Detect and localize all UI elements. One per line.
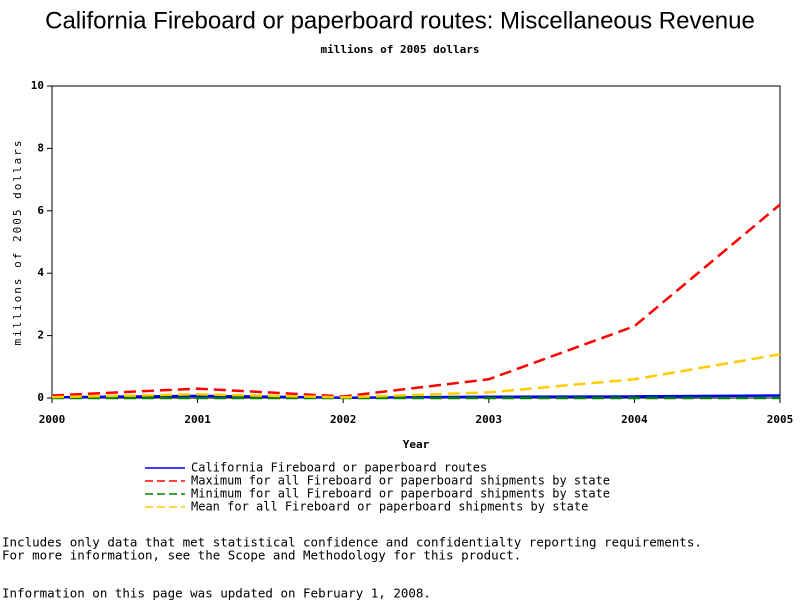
legend-label: Maximum for all Fireboard or paperboard … <box>191 474 610 488</box>
y-axis-label: millions of 2005 dollars <box>11 139 24 346</box>
x-axis-label: Year <box>403 438 430 451</box>
footnote: For more information, see the Scope and … <box>2 548 521 563</box>
legend-label: California Fireboard or paperboard route… <box>191 461 487 475</box>
series-line <box>51 203 781 398</box>
footnote: Information on this page was updated on … <box>2 586 431 600</box>
legend-label: Minimum for all Fireboard or paperboard … <box>191 487 610 501</box>
x-tick-label: 2004 <box>621 413 648 426</box>
series-line <box>51 353 781 399</box>
plot-frame <box>51 85 781 399</box>
y-tick-label: 10 <box>31 79 44 92</box>
footnote: Includes only data that met statistical … <box>2 535 702 550</box>
x-tick-label: 2002 <box>330 413 357 426</box>
y-tick-label: 4 <box>37 266 44 279</box>
y-tick-label: 2 <box>37 329 44 342</box>
x-tick-label: 2003 <box>476 413 503 426</box>
x-tick-label: 2005 <box>767 413 794 426</box>
chart-title: California Fireboard or paperboard route… <box>45 7 755 34</box>
legend-label: Mean for all Fireboard or paperboard shi… <box>191 500 588 514</box>
y-tick-label: 6 <box>37 204 44 217</box>
x-tick-label: 2000 <box>39 413 66 426</box>
x-tick-label: 2001 <box>184 413 211 426</box>
y-tick-label: 8 <box>37 141 44 154</box>
chart-subtitle: millions of 2005 dollars <box>321 43 480 56</box>
y-tick-label: 0 <box>37 391 44 404</box>
